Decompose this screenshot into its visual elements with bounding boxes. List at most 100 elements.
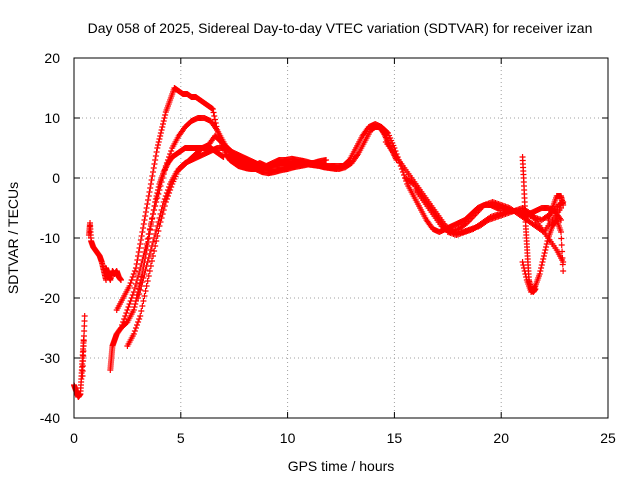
data-point (166, 154, 173, 160)
data-point (168, 148, 175, 154)
data-point (145, 193, 152, 199)
data-point (140, 298, 147, 304)
data-point (519, 259, 526, 265)
data-point (150, 239, 157, 245)
data-point (143, 263, 150, 269)
y-tick-label: -10 (40, 230, 60, 246)
data-point (139, 303, 146, 309)
data-point (125, 304, 132, 310)
series-track-o (545, 193, 567, 223)
data-point (81, 313, 88, 319)
data-point (160, 199, 167, 205)
data-point (142, 245, 149, 251)
data-point (543, 244, 550, 250)
y-tick-label: 0 (52, 170, 60, 186)
data-point (149, 173, 156, 179)
data-point (136, 245, 143, 251)
data-point (138, 261, 145, 267)
data-point (152, 157, 159, 163)
data-point (210, 109, 217, 116)
data-point (130, 331, 137, 337)
data-point (536, 271, 543, 277)
data-point (144, 236, 151, 242)
y-tick-label: -20 (40, 290, 60, 306)
x-tick-label: 20 (493, 430, 509, 446)
data-point (126, 283, 133, 289)
data-point (148, 243, 155, 249)
x-tick-label: 10 (280, 430, 296, 446)
data-point (135, 249, 142, 255)
data-point (162, 112, 169, 118)
data-point (122, 313, 129, 319)
data-point (117, 277, 124, 283)
data-point (144, 201, 151, 207)
data-point (132, 281, 139, 287)
data-point (160, 118, 167, 124)
data-point (127, 298, 134, 304)
series-track-h (124, 124, 400, 349)
series-track-b (79, 313, 88, 379)
data-point (150, 211, 157, 217)
data-point (119, 322, 126, 328)
series-layer (71, 85, 567, 400)
data-point (156, 215, 163, 221)
data-point (163, 160, 170, 166)
data-point (123, 310, 130, 316)
data-point (559, 248, 566, 255)
data-point (158, 179, 165, 185)
data-point (140, 225, 147, 231)
data-point (323, 157, 330, 163)
data-point (142, 209, 149, 215)
data-point (132, 301, 139, 307)
series-track-l (412, 187, 565, 235)
data-point (126, 301, 133, 307)
data-point (131, 285, 138, 291)
data-point (156, 136, 163, 142)
data-point (130, 307, 137, 313)
series-track-e (107, 145, 227, 373)
data-point (140, 275, 147, 281)
data-point (540, 256, 547, 262)
data-point (558, 242, 565, 248)
data-point (401, 172, 408, 178)
data-point (544, 238, 551, 244)
data-point (145, 197, 152, 203)
data-point (559, 255, 566, 261)
data-point (136, 269, 143, 275)
data-point (166, 184, 173, 190)
data-point (137, 287, 144, 293)
data-point (137, 241, 144, 247)
data-point (153, 227, 160, 233)
data-point (150, 165, 157, 171)
data-point (127, 280, 134, 286)
data-point (541, 250, 548, 256)
data-point (153, 199, 160, 205)
data-point (141, 249, 148, 255)
data-point (157, 133, 164, 139)
data-point (162, 163, 169, 169)
data-point (167, 151, 174, 157)
data-point (136, 291, 143, 297)
data-point (537, 268, 544, 274)
x-axis-label: GPS time / hours (288, 458, 395, 474)
data-point (146, 268, 153, 274)
data-point (137, 313, 144, 319)
data-point (152, 231, 159, 237)
data-point (560, 202, 567, 208)
data-point (130, 289, 137, 295)
data-point (164, 157, 171, 163)
data-point (154, 145, 161, 151)
data-point (161, 167, 168, 173)
data-point (135, 273, 142, 279)
data-point (542, 247, 549, 253)
series-track-j (382, 139, 567, 265)
series-track-c (85, 220, 110, 283)
x-tick-label: 15 (387, 430, 403, 446)
data-point (131, 268, 138, 274)
data-point (135, 253, 142, 259)
data-point (145, 273, 152, 279)
data-point (135, 319, 142, 325)
data-point (143, 283, 150, 289)
data-point (129, 274, 136, 280)
data-point (145, 231, 152, 237)
